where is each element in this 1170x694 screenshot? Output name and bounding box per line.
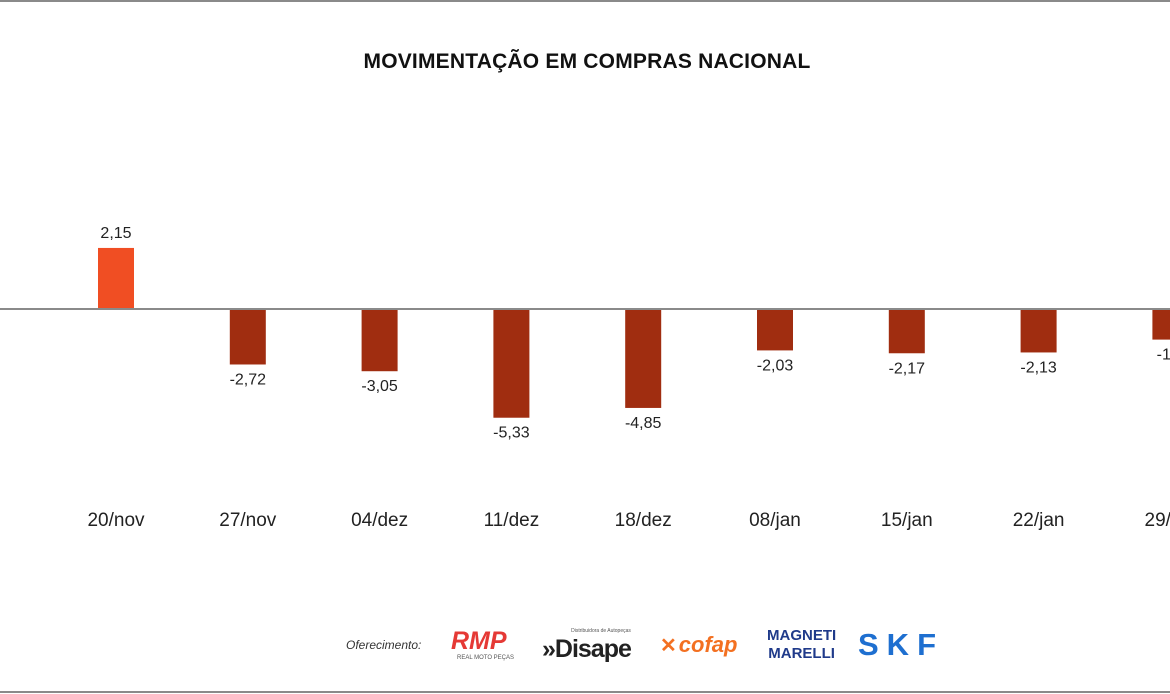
bar-18/dez xyxy=(625,309,662,408)
rmp-tagline: REAL MOTO PEÇAS xyxy=(457,655,515,661)
bottom-rule xyxy=(0,691,1170,693)
x-tick-label: 11/dez xyxy=(484,510,540,531)
magneti-wordmark: MAGNETI xyxy=(767,627,837,644)
skf-logo: SKF xyxy=(858,626,944,664)
x-tick-label: 27/nov xyxy=(219,510,277,531)
bar-chart: 2,15 20/nov -2,72 27/nov -3,05 04/dez -5,33 11/… xyxy=(0,225,1170,531)
top-rule xyxy=(0,0,1170,2)
cofap-wordmark: cofap xyxy=(678,632,738,657)
x-tick-label: 29/jan xyxy=(1145,510,1170,531)
skf-wordmark: SKF xyxy=(858,627,944,662)
disape-wordmark: »Disape xyxy=(542,634,632,663)
data-label: 2,15 xyxy=(100,225,131,242)
bar-11/dez xyxy=(493,309,530,418)
data-label: -3,05 xyxy=(361,378,398,395)
x-tick-label: 18/dez xyxy=(615,510,672,531)
x-tick-label: 04/dez xyxy=(351,510,408,531)
bar-20/nov xyxy=(98,247,134,309)
data-label: -2,03 xyxy=(757,357,794,374)
data-label: -1,5 xyxy=(1157,347,1170,364)
bar-04/dez xyxy=(361,309,398,372)
x-tick-label: 22/jan xyxy=(1013,510,1065,531)
bar-22/jan xyxy=(1020,309,1057,353)
data-label: -4,85 xyxy=(625,415,662,432)
data-label: -5,33 xyxy=(493,425,530,442)
rmp-wordmark: RMP xyxy=(451,627,507,655)
sponsor-label: Oferecimento: xyxy=(346,638,422,652)
bar-29/jan xyxy=(1152,309,1170,340)
x-tick-label: 15/jan xyxy=(881,510,933,531)
cofap-x-icon: ✕ xyxy=(660,634,677,657)
bar-08/jan xyxy=(757,309,793,351)
cofap-logo: ✕ cofap xyxy=(660,626,737,664)
bar-15/jan xyxy=(888,309,925,354)
data-label: -2,17 xyxy=(889,360,926,377)
bar-27/nov xyxy=(229,309,266,365)
magneti-marelli-logo: MAGNETI MARELLI xyxy=(767,626,836,664)
disape-tagline: Distribuidora de Autopeças xyxy=(571,627,631,634)
x-tick-label: 08/jan xyxy=(749,510,801,531)
data-label: -2,72 xyxy=(230,371,267,388)
disape-logo: Distribuidora de Autopeças »Disape xyxy=(542,626,632,664)
rmp-logo: RMP REAL MOTO PEÇAS xyxy=(451,626,514,664)
chart-title: MOVIMENTAÇÃO EM COMPRAS NACIONAL xyxy=(363,50,811,73)
data-label: -2,13 xyxy=(1020,359,1057,376)
x-tick-label: 20/nov xyxy=(87,510,145,531)
marelli-wordmark: MARELLI xyxy=(768,645,835,662)
